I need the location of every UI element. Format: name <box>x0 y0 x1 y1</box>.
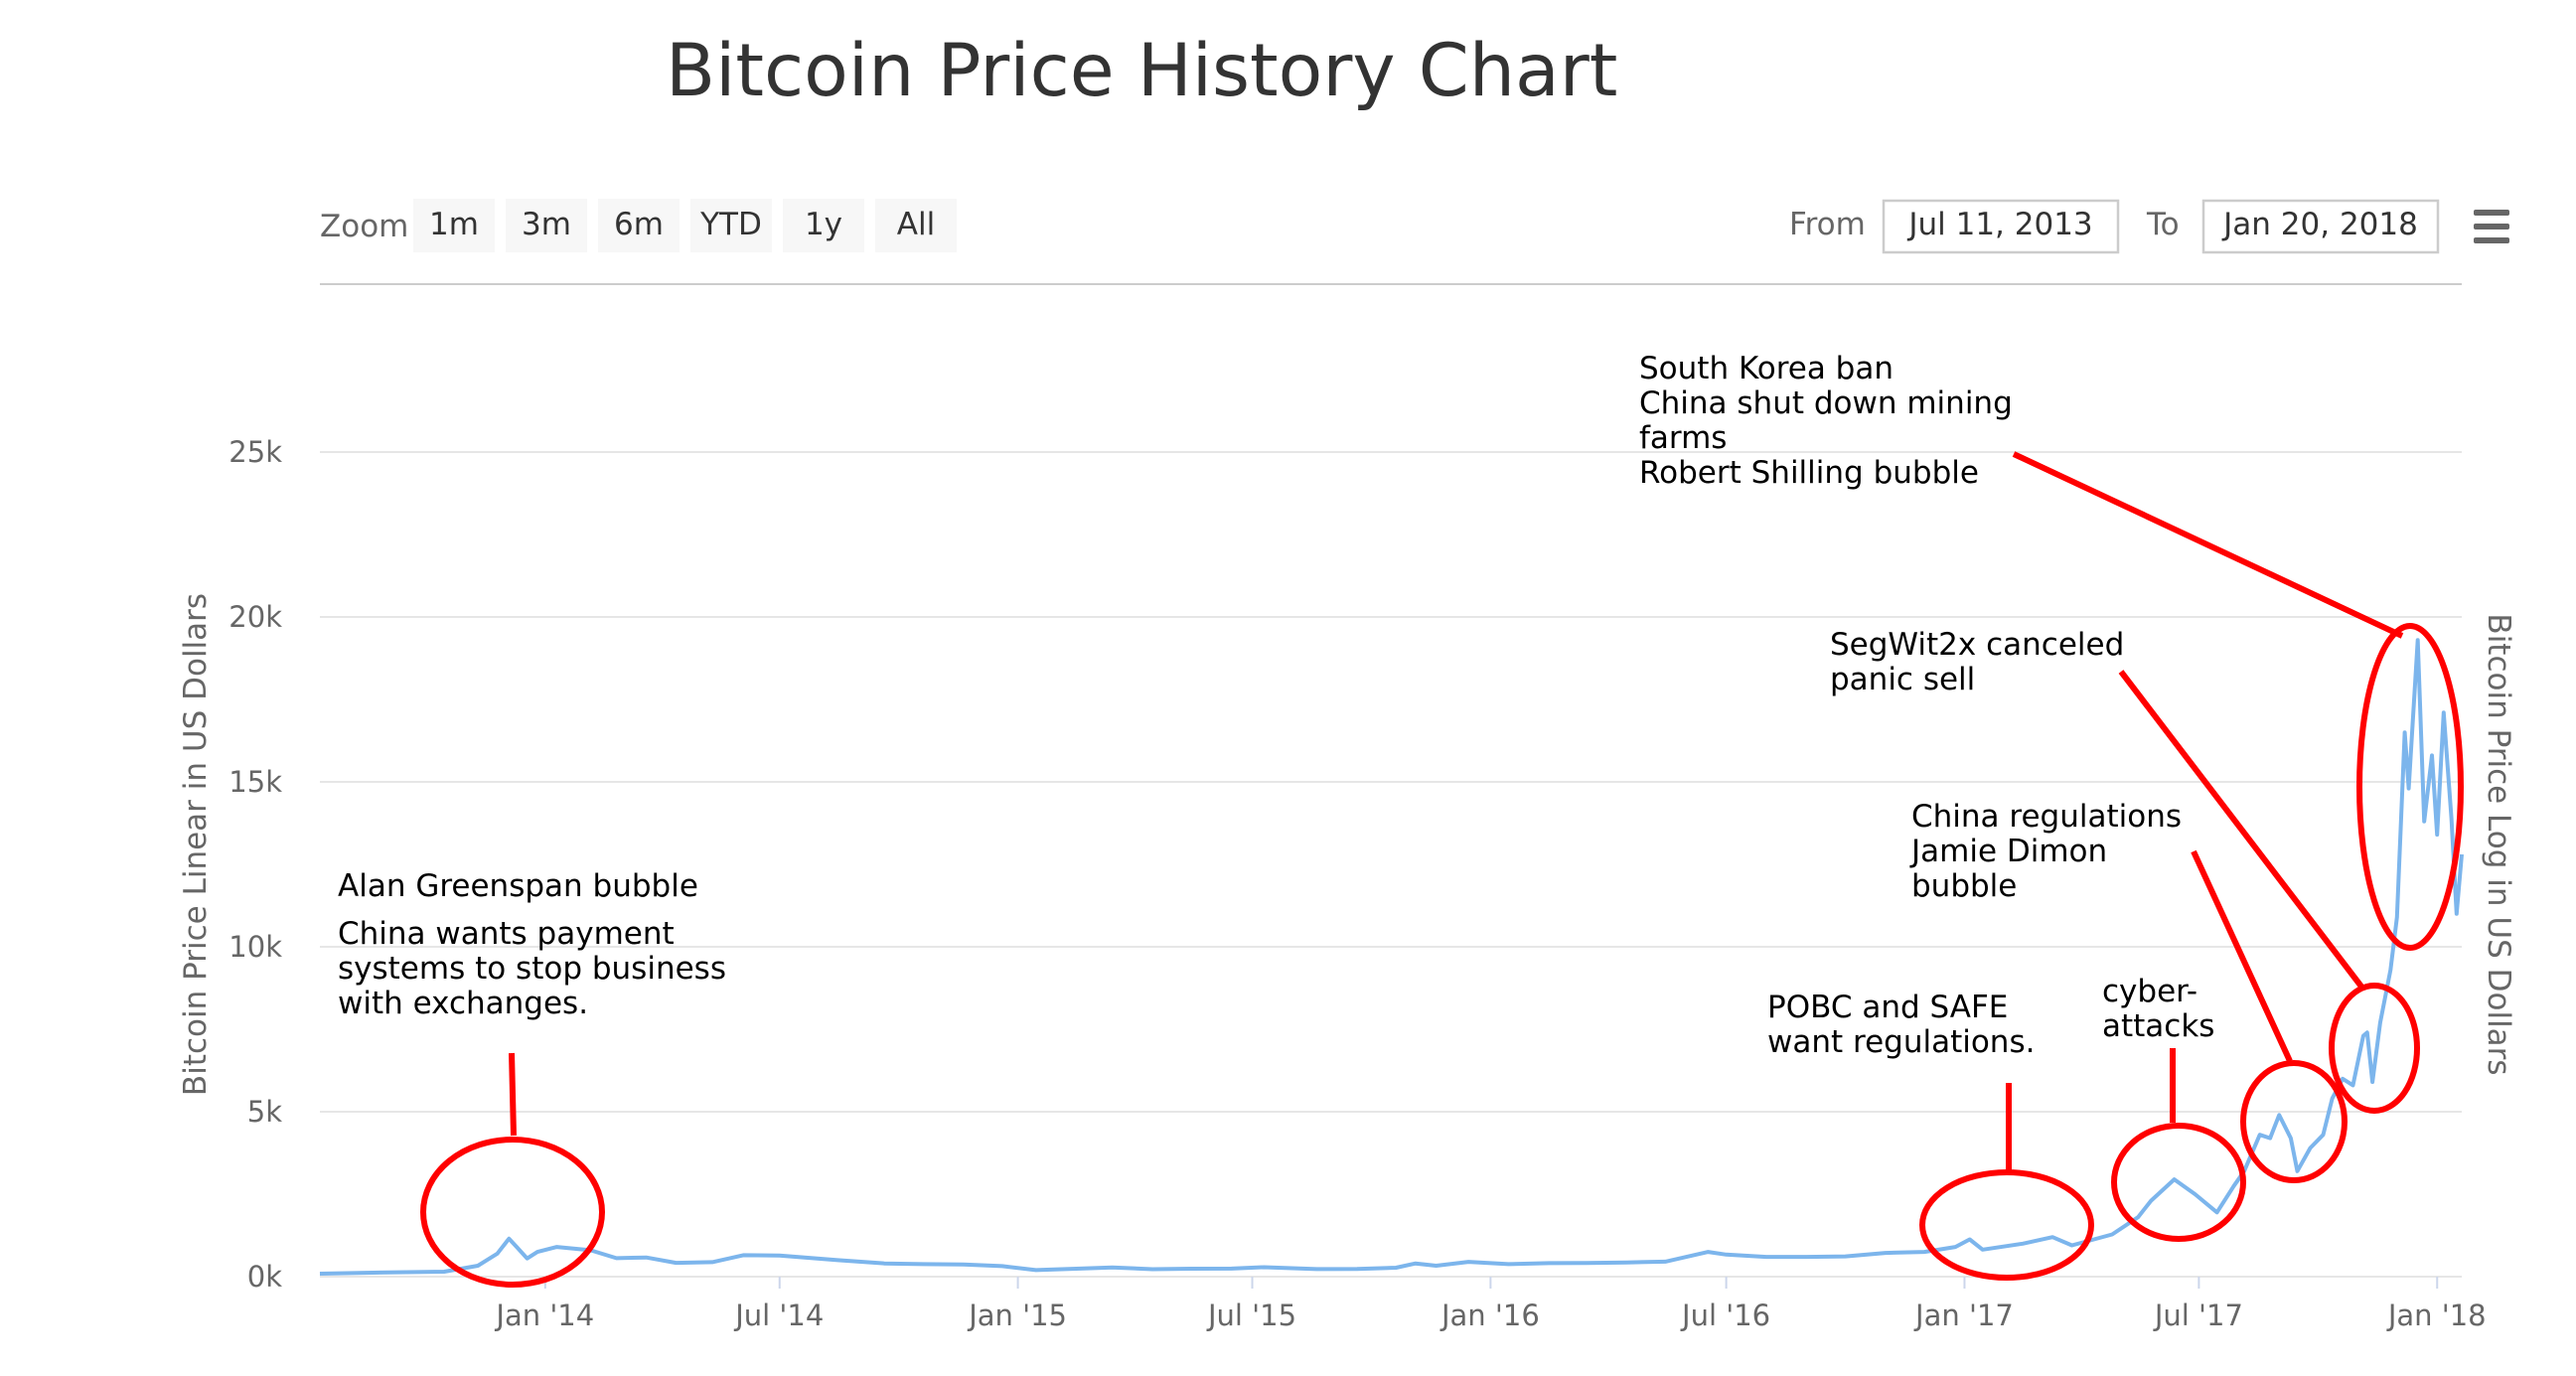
date-range: From Jul 11, 2013 To Jan 20, 2018 <box>1789 199 2440 254</box>
to-date-input[interactable]: Jan 20, 2018 <box>2201 199 2440 254</box>
annotation-china-regulations-line-2: Jamie Dimon <box>1909 834 2107 869</box>
zoom-button-label: All <box>897 207 935 242</box>
y-tick-label: 10k <box>228 930 282 964</box>
annotation-greenspan-line-2: China wants payment <box>338 916 675 952</box>
from-date-value: Jul 11, 2013 <box>1906 207 2092 242</box>
zoom-button-3m[interactable]: 3m <box>506 199 587 252</box>
zoom-controls: Zoom 1m 3m 6m YTD 1y All <box>320 199 957 252</box>
y-axis-ticks: 0k 5k 10k 15k 20k 25k <box>228 435 282 1294</box>
circle-mark-jan-2017 <box>1919 1169 2094 1281</box>
x-tick-label: Jan '14 <box>494 1299 594 1332</box>
annotation-china-regulations-line-3: bubble <box>1911 868 2017 904</box>
annotation-texts: Alan Greenspan bubble China wants paymen… <box>338 351 2214 1060</box>
circle-mark-nov-2017 <box>2329 983 2420 1114</box>
price-series <box>319 638 2464 1276</box>
annotation-cyber-line-2: attacks <box>2102 1008 2214 1044</box>
zoom-button-label: 3m <box>522 207 571 242</box>
zoom-button-label: 1y <box>805 207 842 242</box>
to-date-value: Jan 20, 2018 <box>2221 207 2418 242</box>
circle-mark-dec-2017 <box>2356 623 2464 951</box>
series-line-0 <box>319 638 2464 1276</box>
y-tick-label: 25k <box>228 435 282 469</box>
x-tick-label: Jan '15 <box>967 1299 1067 1332</box>
x-tick-label: Jul '14 <box>733 1299 824 1332</box>
chart-title: Bitcoin Price History Chart <box>666 29 1617 113</box>
zoom-button-label: YTD <box>699 207 762 242</box>
annotation-pobc-line-2: want regulations. <box>1767 1024 2035 1060</box>
x-axis-ticks: Jan '14 Jul '14 Jan '15 Jul '15 Jan '16 Jul '… <box>494 1277 2487 1332</box>
x-tick-label: Jan '17 <box>1913 1299 2014 1332</box>
zoom-label: Zoom <box>320 209 408 244</box>
from-date-input[interactable]: Jul 11, 2013 <box>1882 199 2120 254</box>
annotation-south-korea-line-3: farms <box>1639 420 1727 456</box>
annotation-south-korea-line-4: Robert Shilling bubble <box>1639 455 1979 491</box>
annotation-cyber-line-1: cyber- <box>2102 974 2197 1009</box>
pointer-line-nov-2017 <box>2118 670 2364 989</box>
annotation-greenspan-line-1: Alan Greenspan bubble <box>338 868 698 904</box>
hamburger-menu-icon[interactable] <box>2474 204 2509 247</box>
annotation-pobc-line-1: POBC and SAFE <box>1767 990 2008 1025</box>
y-tick-label: 0k <box>247 1260 282 1294</box>
zoom-button-6m[interactable]: 6m <box>598 199 680 252</box>
grid <box>320 451 2462 1278</box>
circle-mark-sep-2017 <box>2240 1060 2348 1183</box>
zoom-button-1m[interactable]: 1m <box>413 199 495 252</box>
annotation-segwit-line-1: SegWit2x canceled <box>1830 627 2124 663</box>
annotation-greenspan-line-4: with exchanges. <box>338 986 588 1021</box>
zoom-button-label: 6m <box>614 207 664 242</box>
y-tick-label: 15k <box>228 765 282 799</box>
y-tick-label: 5k <box>247 1095 282 1129</box>
x-tick-label: Jan '16 <box>1440 1299 1540 1332</box>
zoom-button-ytd[interactable]: YTD <box>690 199 772 252</box>
annotation-china-regulations-line-1: China regulations <box>1911 799 2182 835</box>
from-label: From <box>1789 207 1866 242</box>
annotation-segwit-line-2: panic sell <box>1830 662 1975 697</box>
annotation-south-korea-line-1: South Korea ban <box>1639 351 1894 386</box>
x-tick-label: Jul '15 <box>1206 1299 1296 1332</box>
pointer-line-sep-2017 <box>2191 849 2293 1063</box>
pointer-line-dec-2013 <box>509 1052 517 1137</box>
x-tick-label: Jul '16 <box>1680 1299 1770 1332</box>
circle-mark-dec-2013 <box>420 1137 605 1288</box>
y-axis-title-left: Bitcoin Price Linear in US Dollars <box>178 593 214 1096</box>
to-label: To <box>2146 207 2180 242</box>
x-tick-label: Jan '18 <box>2386 1299 2487 1332</box>
annotation-greenspan-line-3: systems to stop business <box>338 951 726 987</box>
annotation-south-korea-line-2: China shut down mining <box>1639 385 2013 421</box>
annotation-marks <box>420 451 2464 1288</box>
x-tick-label: Jul '17 <box>2153 1299 2243 1332</box>
pointer-line-dec-2017 <box>2012 451 2404 639</box>
zoom-button-label: 1m <box>429 207 479 242</box>
y-axis-title-right: Bitcoin Price Log in US Dollars <box>2481 613 2516 1075</box>
zoom-button-all[interactable]: All <box>875 199 957 252</box>
y-tick-label: 20k <box>228 600 282 634</box>
zoom-button-1y[interactable]: 1y <box>783 199 864 252</box>
circle-mark-jun-2017 <box>2111 1123 2246 1242</box>
